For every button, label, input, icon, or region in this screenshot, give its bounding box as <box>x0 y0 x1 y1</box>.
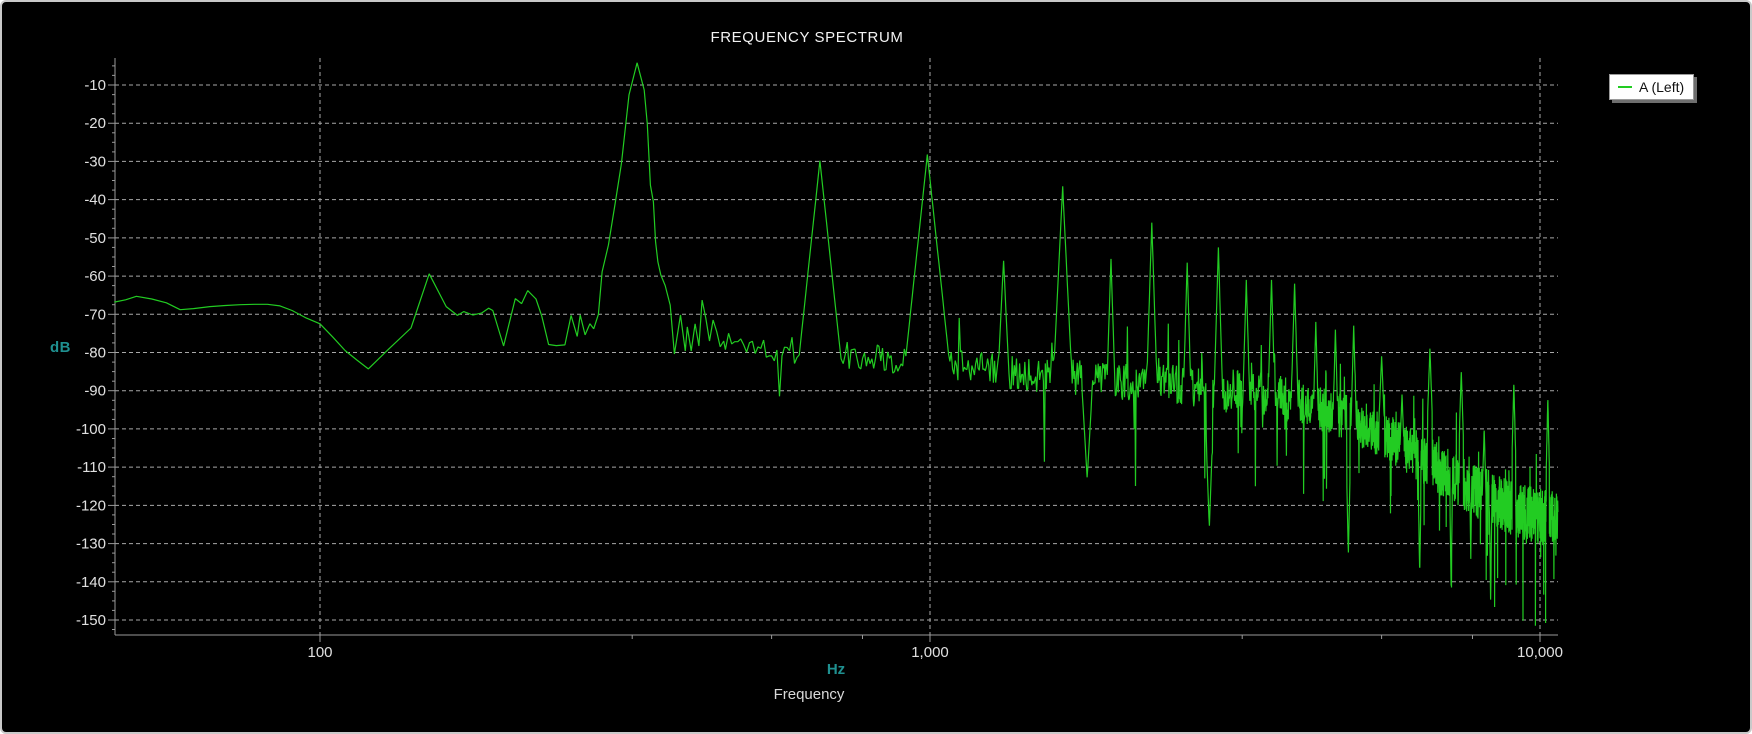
grid-lines <box>115 58 1558 635</box>
y-tick-label: -150 <box>76 612 106 629</box>
x-axis-title: Frequency <box>773 686 845 703</box>
x-tick-label: 1,000 <box>911 644 949 661</box>
y-axis-ticks: -10 -20 -30 -40 -50 -60 -70 -80 -90 -100 -110 -120 -… <box>76 65 115 630</box>
y-tick-label: -60 <box>84 268 106 285</box>
y-tick-label: -140 <box>76 574 106 591</box>
y-tick-label: -30 <box>84 153 106 170</box>
y-tick-label: -110 <box>77 459 106 476</box>
x-tick-label: 100 <box>307 644 332 661</box>
y-tick-label: -120 <box>76 497 106 514</box>
y-tick-label: -10 <box>84 77 106 94</box>
chart-title: FREQUENCY SPECTRUM <box>710 29 904 46</box>
y-tick-label: -90 <box>84 383 106 400</box>
y-tick-label: -130 <box>76 536 106 553</box>
axes <box>114 58 1558 636</box>
x-axis-unit-label: Hz <box>826 661 846 678</box>
y-tick-label: -100 <box>76 421 106 438</box>
y-tick-label: -20 <box>84 115 106 132</box>
y-tick-label: -70 <box>84 306 106 323</box>
y-tick-label: -40 <box>84 192 106 209</box>
legend-series-swatch <box>1618 86 1632 88</box>
y-axis-unit-label: dB <box>50 339 71 356</box>
spectrum-trace <box>114 62 1559 626</box>
legend-series-label: A (Left) <box>1639 79 1685 95</box>
x-tick-label: 10,000 <box>1517 644 1563 661</box>
y-tick-label: -80 <box>84 345 106 362</box>
x-axis-ticks: 100 1,000 10,000 <box>307 635 1563 661</box>
y-tick-label: -50 <box>84 230 106 247</box>
legend-box[interactable]: A (Left) <box>1609 74 1695 100</box>
